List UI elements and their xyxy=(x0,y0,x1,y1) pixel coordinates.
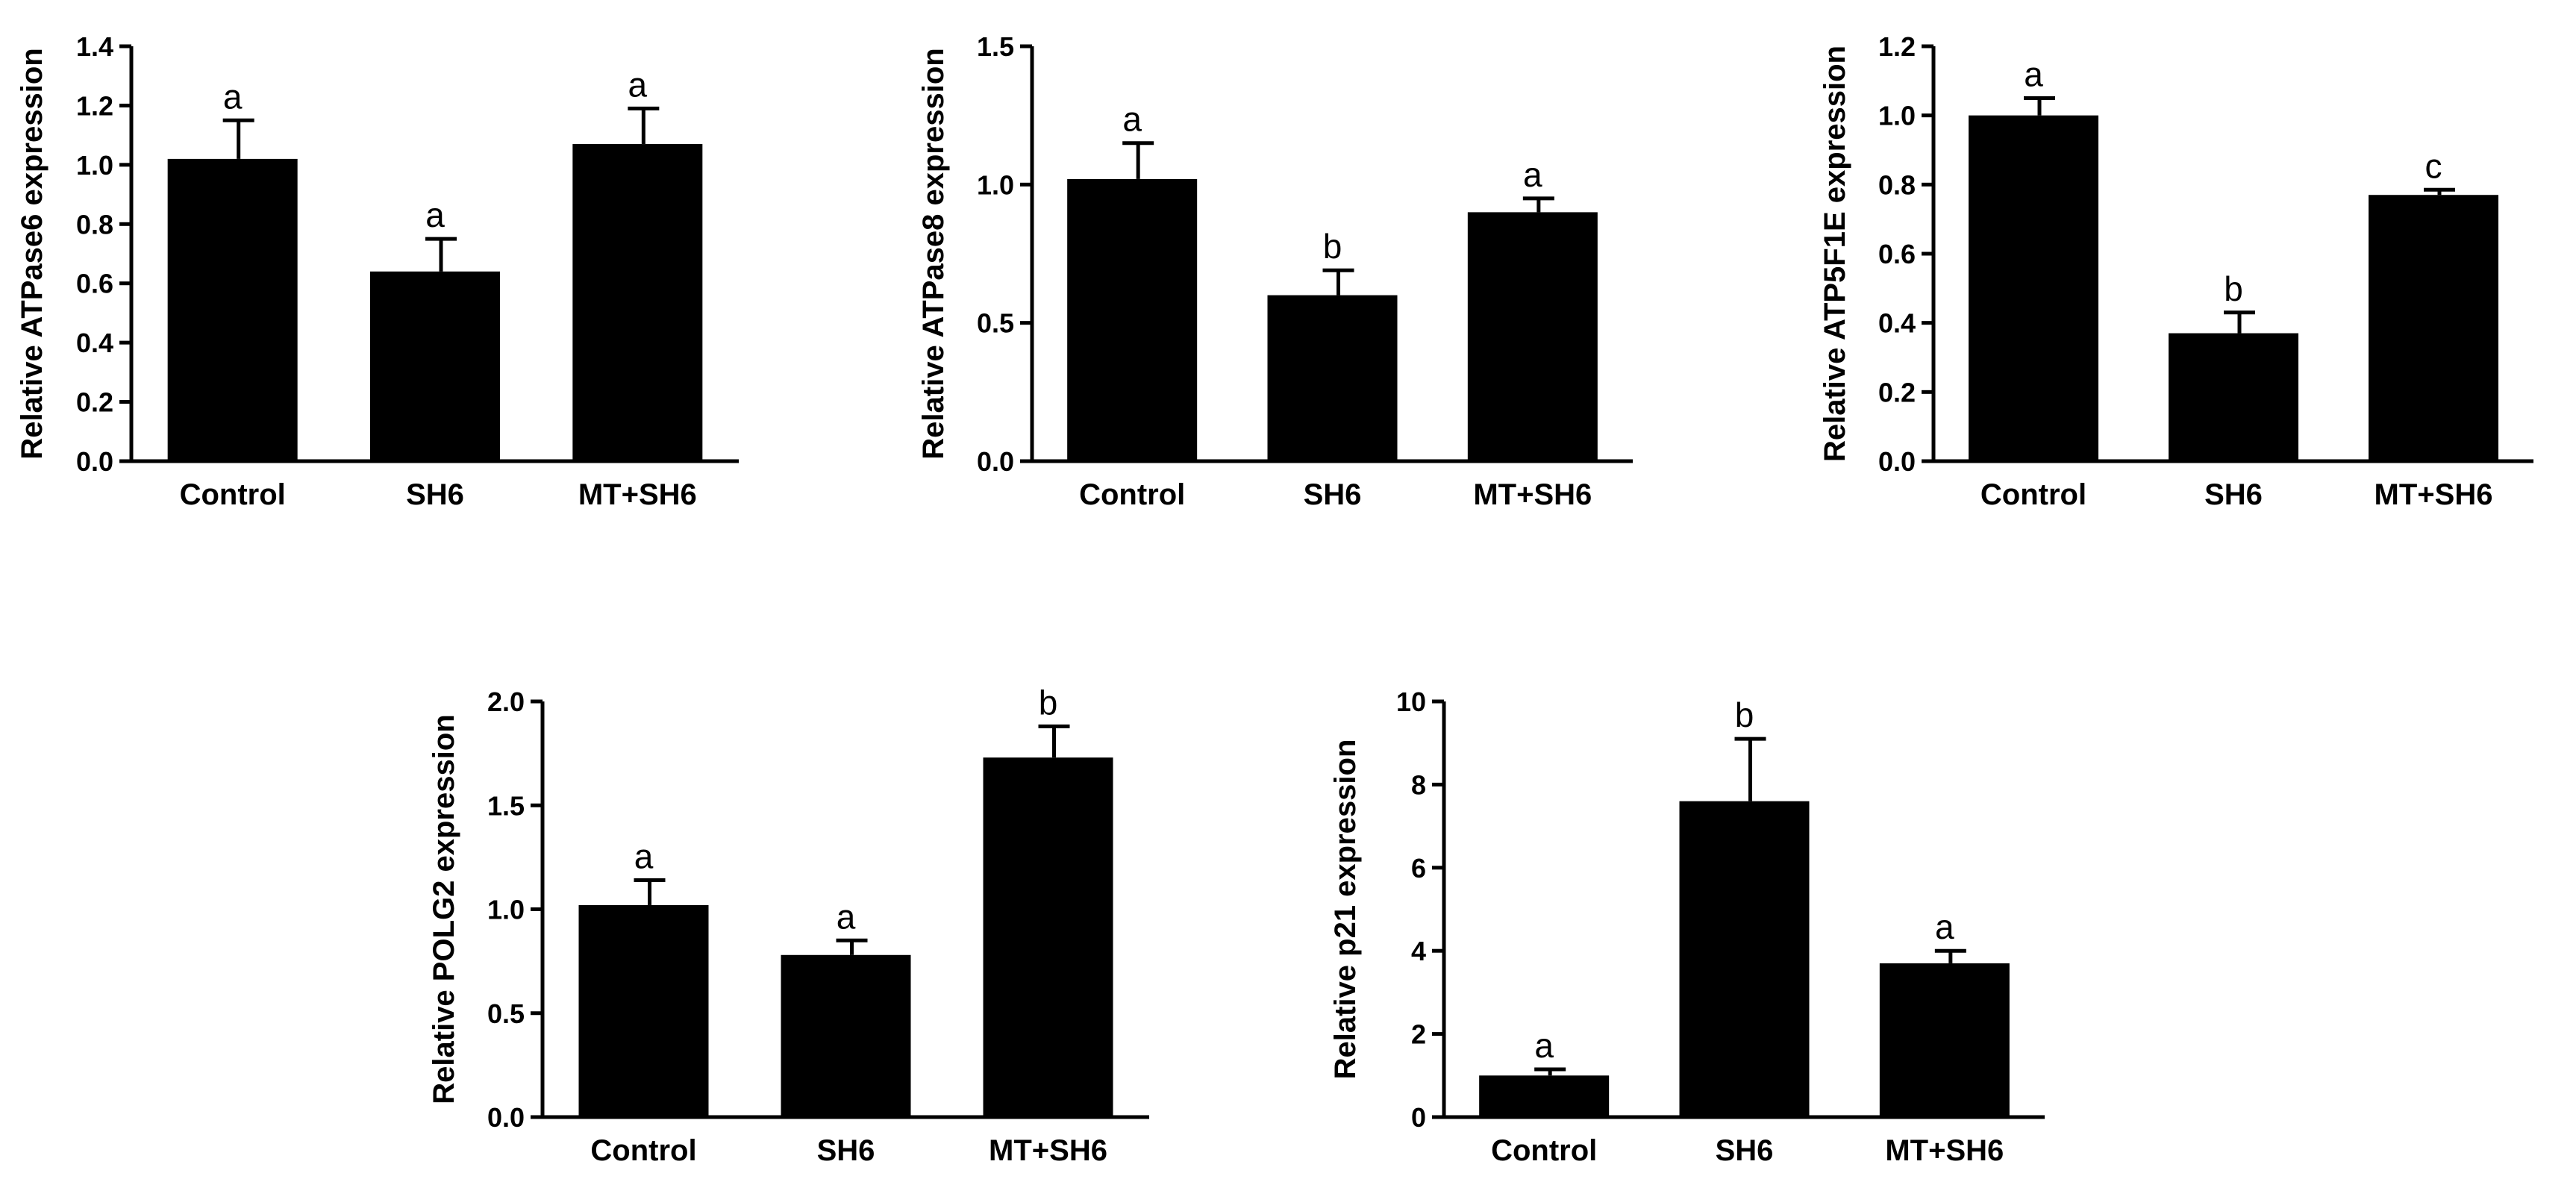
y-tick-label: 0.8 xyxy=(1878,169,1916,200)
x-tick-label: Control xyxy=(1491,1134,1597,1167)
y-tick-label: 0.0 xyxy=(977,446,1014,477)
y-tick-label: 1.5 xyxy=(977,31,1014,62)
y-tick-label: 0.6 xyxy=(76,269,113,299)
x-tick-label: MT+SH6 xyxy=(2375,478,2493,511)
x-tick-label: MT+SH6 xyxy=(1473,478,1592,511)
y-tick-label: 1.4 xyxy=(76,31,113,62)
chart-panel-3: 0.0 0.2 0.4 0.6 0.8 1.0 1.2 Relative ATP5F1E ex… xyxy=(1819,31,2533,511)
y-tick-label: 0.5 xyxy=(487,998,525,1029)
bar-sh6 xyxy=(1679,801,1810,1117)
bar-control xyxy=(1067,178,1198,462)
bar-sh6 xyxy=(2169,333,2298,461)
x-tick-label: Control xyxy=(180,478,286,511)
y-axis-title: Relative POLG2 expression xyxy=(428,714,460,1104)
y-axis-title: Relative p21 expression xyxy=(1329,739,1362,1080)
bar-mt-sh6 xyxy=(1879,963,2010,1117)
bar-sh6 xyxy=(781,954,911,1117)
y-tick-label: 1.0 xyxy=(977,169,1014,200)
y-tick-label: 0.8 xyxy=(76,209,113,240)
x-tick-label: SH6 xyxy=(817,1134,875,1167)
significance-label: a xyxy=(2024,55,2043,94)
bar-sh6 xyxy=(1267,295,1398,461)
y-tick-label: 1.0 xyxy=(487,895,525,925)
bar-mt-sh6 xyxy=(1467,212,1598,461)
y-tick-label: 10 xyxy=(1396,687,1426,717)
chart-panel-5: 0 2 4 6 8 10 Relative p21 expression a Control b S… xyxy=(1329,687,2045,1167)
y-tick-label: 2.0 xyxy=(487,687,525,717)
y-axis-title: Relative ATP5F1E expression xyxy=(1819,46,1851,462)
bar-control xyxy=(1479,1075,1610,1117)
x-tick-label: SH6 xyxy=(1304,478,1362,511)
x-tick-label: MT+SH6 xyxy=(989,1134,1107,1167)
bar-mt-sh6 xyxy=(572,144,703,462)
chart-panel-1: 0.0 0.2 0.4 0.6 0.8 1.0 1.2 1.4 Relative ATPase6… xyxy=(16,31,739,511)
x-tick-label: SH6 xyxy=(406,478,464,511)
y-tick-label: 1.5 xyxy=(487,790,525,821)
y-tick-label: 0.2 xyxy=(1878,377,1916,407)
significance-label: a xyxy=(1935,907,1954,946)
significance-label: a xyxy=(1122,100,1142,139)
y-tick-label: 0.4 xyxy=(1878,308,1916,339)
y-tick-label: 1.2 xyxy=(1878,31,1916,62)
bar-mt-sh6 xyxy=(983,757,1113,1117)
bar-control xyxy=(167,158,298,461)
x-tick-label: Control xyxy=(1981,478,2086,511)
y-tick-label: 4 xyxy=(1411,936,1426,966)
y-tick-label: 1.2 xyxy=(76,90,113,121)
significance-label: a xyxy=(628,65,648,104)
significance-label: a xyxy=(223,77,243,116)
x-tick-label: Control xyxy=(1079,478,1185,511)
x-tick-label: SH6 xyxy=(2204,478,2263,511)
y-tick-label: 0.4 xyxy=(76,328,113,358)
y-tick-label: 0.0 xyxy=(76,446,113,477)
y-axis-title: Relative ATPase8 expression xyxy=(917,48,950,459)
y-tick-label: 0 xyxy=(1411,1102,1426,1133)
y-axis-title: Relative ATPase6 expression xyxy=(16,48,49,459)
chart-panel-4: 0.0 0.5 1.0 1.5 2.0 Relative POLG2 expression… xyxy=(428,683,1149,1167)
significance-label: a xyxy=(837,897,856,936)
bar-mt-sh6 xyxy=(2369,195,2498,461)
y-tick-label: 1.0 xyxy=(76,150,113,181)
y-tick-label: 8 xyxy=(1411,769,1426,800)
significance-label: b xyxy=(1039,683,1058,722)
bar-control xyxy=(578,904,709,1117)
y-tick-label: 2 xyxy=(1411,1019,1426,1050)
y-tick-label: 0.5 xyxy=(977,308,1014,339)
significance-label: a xyxy=(1534,1026,1554,1065)
bar-control xyxy=(1969,115,2098,461)
bar-sh6 xyxy=(370,271,500,461)
significance-label: b xyxy=(1735,695,1754,734)
significance-label: c xyxy=(2425,146,2442,185)
x-tick-label: Control xyxy=(590,1134,696,1167)
significance-label: b xyxy=(2224,269,2243,308)
y-tick-label: 0.2 xyxy=(76,387,113,418)
y-tick-label: 6 xyxy=(1411,853,1426,884)
y-tick-label: 0.0 xyxy=(487,1102,525,1133)
significance-label: a xyxy=(1523,155,1542,194)
x-tick-label: SH6 xyxy=(1716,1134,1774,1167)
y-tick-label: 0.0 xyxy=(1878,446,1916,477)
y-tick-label: 1.0 xyxy=(1878,101,1916,131)
y-tick-label: 0.6 xyxy=(1878,239,1916,269)
x-tick-label: MT+SH6 xyxy=(1885,1134,2004,1167)
chart-panel-2: 0.0 0.5 1.0 1.5 Relative ATPase8 expression a… xyxy=(917,31,1633,511)
significance-label: b xyxy=(1323,227,1342,266)
x-tick-label: MT+SH6 xyxy=(578,478,697,511)
significance-label: a xyxy=(634,837,654,876)
significance-label: a xyxy=(425,196,445,234)
